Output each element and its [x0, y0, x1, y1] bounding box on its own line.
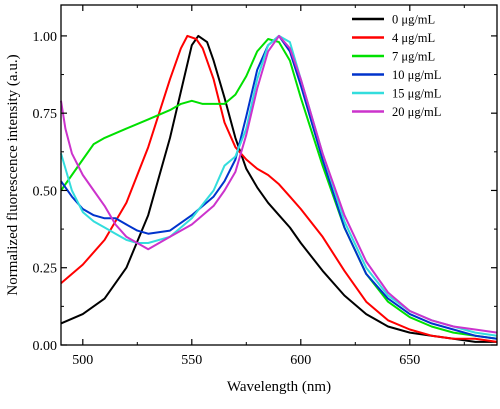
y-tick-label: 0.00	[33, 339, 58, 354]
y-tick-label: 1.00	[33, 30, 58, 45]
axes: 500 550 600 650 0.00 0.25 0.50 0.75 1.00	[33, 5, 497, 368]
series-line-1	[60, 34, 498, 343]
x-tick-label: 550	[181, 353, 202, 368]
series-line-5	[60, 34, 498, 334]
legend-label: 20 μg/mL	[392, 105, 441, 119]
y-axis-title: Normalized fluorescence intensity (a.u.)	[5, 54, 21, 295]
plot-lines	[60, 34, 498, 343]
series-line-4	[60, 34, 498, 337]
legend-label: 7 μg/mL	[392, 50, 435, 64]
legend: 0 μg/mL 4 μg/mL 7 μg/mL 10 μg/mL 15 μg/mL 20 …	[352, 13, 441, 119]
series-line-2	[60, 38, 498, 340]
x-tick-label: 600	[290, 353, 311, 368]
legend-label: 10 μg/mL	[392, 68, 441, 82]
x-tick-label: 500	[72, 353, 93, 368]
y-tick-label: 0.75	[33, 107, 58, 122]
legend-label: 15 μg/mL	[392, 87, 441, 101]
series-line-0	[60, 34, 497, 343]
legend-label: 4 μg/mL	[392, 31, 435, 45]
x-tick-label: 650	[399, 353, 420, 368]
legend-label: 0 μg/mL	[392, 13, 435, 27]
y-tick-label: 0.25	[33, 262, 58, 277]
x-axis-title: Wavelength (nm)	[227, 379, 331, 395]
plot-frame	[60, 4, 498, 346]
y-tick-label: 0.50	[33, 184, 58, 199]
